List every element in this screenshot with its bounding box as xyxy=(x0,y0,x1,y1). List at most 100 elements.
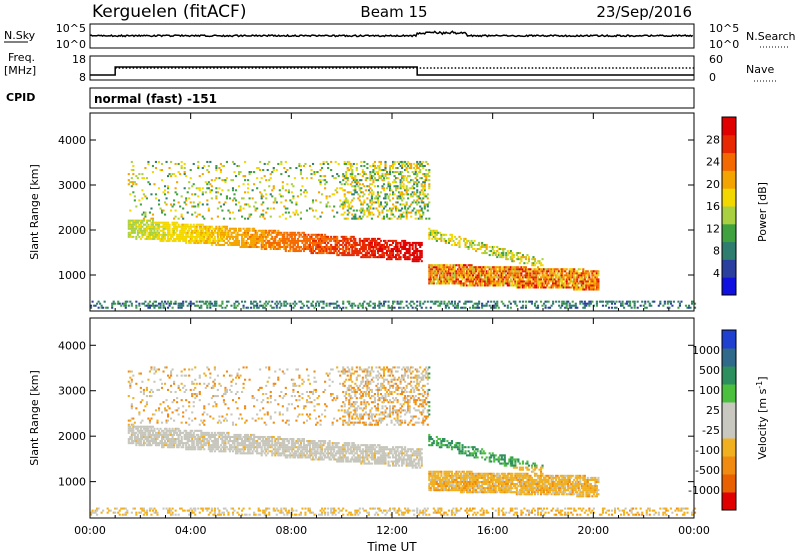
heatmap-cell xyxy=(459,282,463,285)
heatmap-cell xyxy=(382,169,386,172)
heatmap-cell xyxy=(244,203,247,206)
heatmap-cell xyxy=(145,438,148,441)
heatmap-cell xyxy=(195,225,198,228)
heatmap-cell xyxy=(497,270,500,273)
heatmap-cell xyxy=(684,304,688,307)
heatmap-cell xyxy=(286,207,289,210)
heatmap-cell xyxy=(253,227,256,230)
heatmap-cell xyxy=(491,280,494,283)
heatmap-cell xyxy=(147,378,150,381)
heatmap-cell xyxy=(247,179,250,182)
heatmap-cell xyxy=(422,201,425,204)
heatmap-cell xyxy=(437,304,440,307)
heatmap-cell xyxy=(195,231,198,234)
heatmap-cell xyxy=(185,175,188,178)
heatmap-cell xyxy=(197,235,200,238)
heatmap-cell xyxy=(384,245,387,248)
heatmap-cell xyxy=(497,306,500,309)
heatmap-cell xyxy=(145,435,148,438)
heatmap-cell xyxy=(423,300,426,303)
heatmap-cell xyxy=(568,268,571,271)
heatmap-cell xyxy=(260,195,263,198)
heatmap-cell xyxy=(354,239,357,242)
heatmap-cell xyxy=(336,239,339,242)
heatmap-cell xyxy=(168,509,171,512)
heatmap-cell xyxy=(395,177,398,180)
beam-title: Beam 15 xyxy=(360,3,427,21)
heatmap-cell xyxy=(144,233,147,236)
heatmap-cell xyxy=(263,245,266,248)
heatmap-cell xyxy=(363,213,366,216)
heatmap-cell xyxy=(167,223,170,226)
heatmap-cell xyxy=(241,241,244,244)
heatmap-cell xyxy=(106,511,109,514)
heatmap-cell xyxy=(124,300,127,303)
heatmap-cell xyxy=(304,162,307,165)
heatmap-cell xyxy=(524,286,527,289)
heatmap-cell xyxy=(271,245,274,248)
heatmap-cell xyxy=(174,175,177,178)
heatmap-cell xyxy=(441,266,444,269)
heatmap-cell xyxy=(165,507,168,510)
heatmap-cell xyxy=(401,164,404,167)
heatmap-cell xyxy=(420,207,423,210)
heatmap-cell xyxy=(392,197,395,200)
heatmap-cell xyxy=(367,185,370,188)
heatmap-cell xyxy=(485,252,488,255)
heatmap-cell xyxy=(441,272,444,275)
heatmap-cell xyxy=(562,282,565,285)
heatmap-cell xyxy=(321,241,324,244)
heatmap-cell xyxy=(402,243,405,246)
heatmap-cell xyxy=(124,511,127,514)
heatmap-cell xyxy=(173,173,176,176)
heatmap-cell xyxy=(342,213,345,216)
heatmap-cell xyxy=(259,304,262,307)
heatmap-cell xyxy=(438,302,441,305)
heatmap-cell xyxy=(147,160,150,163)
heatmap-cell xyxy=(191,393,194,396)
heatmap-cell xyxy=(497,282,500,285)
heatmap-cell xyxy=(348,207,351,210)
heatmap-cell xyxy=(509,302,512,305)
heatmap-cell xyxy=(163,233,167,236)
heatmap-cell xyxy=(475,250,478,253)
heatmap-cell xyxy=(154,442,158,445)
heatmap-cell xyxy=(491,276,494,279)
heatmap-cell xyxy=(423,183,426,186)
heatmap-cell xyxy=(546,284,549,287)
heatmap-cell xyxy=(191,411,194,414)
cpid-text: normal (fast) -151 xyxy=(94,92,217,106)
heatmap-cell xyxy=(662,304,665,307)
heatmap-cell xyxy=(553,272,556,275)
heatmap-cell xyxy=(435,233,438,236)
heatmap-cell xyxy=(398,209,401,212)
heatmap-cell xyxy=(526,280,529,283)
heatmap-cell xyxy=(382,252,386,255)
heatmap-cell xyxy=(615,306,618,309)
heatmap-cell xyxy=(583,306,586,309)
heatmap-cell xyxy=(416,175,419,178)
heatmap-cell xyxy=(473,276,476,279)
heatmap-cell xyxy=(150,368,153,371)
heatmap-cell xyxy=(283,233,286,236)
heatmap-cell xyxy=(533,258,537,261)
heatmap-cell xyxy=(431,229,434,232)
heatmap-cell xyxy=(135,221,138,224)
heatmap-cell xyxy=(192,241,195,244)
heatmap-cell xyxy=(132,425,135,428)
heatmap-cell xyxy=(517,266,520,269)
heatmap-cell xyxy=(473,266,476,269)
heatmap-cell xyxy=(265,231,268,234)
heatmap-cell xyxy=(453,268,457,271)
heatmap-cell xyxy=(553,284,556,287)
heatmap-cell xyxy=(231,231,235,234)
heatmap-cell xyxy=(349,207,352,210)
heatmap-cell xyxy=(145,229,148,232)
heatmap-cell xyxy=(482,274,485,277)
heatmap-cell xyxy=(677,306,680,309)
heatmap-cell xyxy=(361,209,364,212)
heatmap-cell xyxy=(138,304,141,307)
heatmap-cell xyxy=(515,268,518,271)
heatmap-cell xyxy=(179,233,182,236)
heatmap-cell xyxy=(124,304,127,307)
